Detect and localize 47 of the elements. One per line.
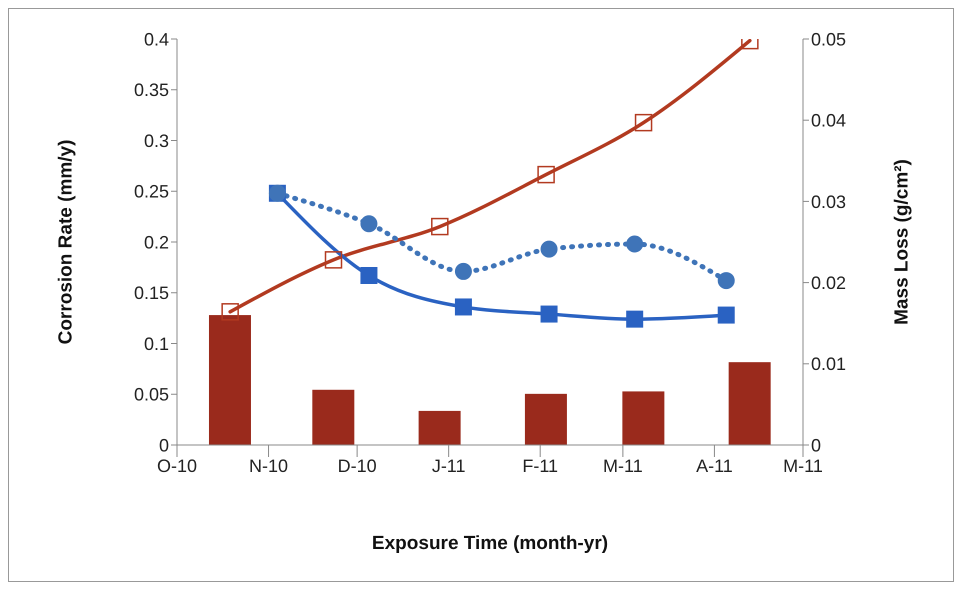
point [324,251,342,269]
point [718,272,735,290]
point [360,266,378,284]
y2-tick-label: 0.04 [811,110,846,131]
x-tick-label: J-11 [432,456,466,476]
y2-tick-label: 0.02 [811,272,846,293]
y2-tick-label: 0 [811,435,822,456]
y-tick-label: 0.25 [134,182,169,202]
x-axis-title: Exposure Time (month-yr) [372,533,608,554]
y-tick-label: 0.3 [144,130,169,151]
point [221,303,239,321]
y2-axis-title: Mass Loss (g/cm²) [892,159,913,325]
y2-tick-label: 0.05 [811,29,846,50]
point [454,262,472,280]
y2-tick-label: 0.03 [811,192,846,212]
bar [312,390,354,445]
x-tick-label: M-11 [783,456,823,476]
point [540,240,558,258]
y-tick-label: 0.05 [134,384,169,405]
y-tick-label: 0.1 [144,334,169,354]
bar [524,394,567,445]
y-tick-label: 0.4 [144,29,169,50]
x-tick-label: F-11 [522,456,558,476]
y2-tick-label: 0.01 [811,354,846,374]
bar [418,410,461,445]
point [718,306,735,324]
bar [208,315,251,445]
bar [622,391,664,445]
point [634,114,652,132]
point [537,166,555,184]
x-tick-label: M-11 [603,456,643,476]
point [626,236,644,253]
y-tick-label: 0 [158,435,169,456]
y-tick-label: 0.15 [134,283,169,304]
y-tick-label: 0.2 [144,232,169,252]
x-tick-label: A-11 [696,456,733,476]
point [431,218,449,236]
y-axis-title: Corrosion Rate (mm/y) [56,140,77,344]
point [626,310,644,328]
x-tick-label: N-10 [249,456,288,476]
point [454,298,472,316]
y-tick-label: 0.35 [134,80,169,100]
bar [728,362,771,445]
point [360,215,378,232]
point [540,306,558,323]
x-tick-label: D-10 [338,456,377,476]
x-tick-label: O-10 [156,456,198,476]
